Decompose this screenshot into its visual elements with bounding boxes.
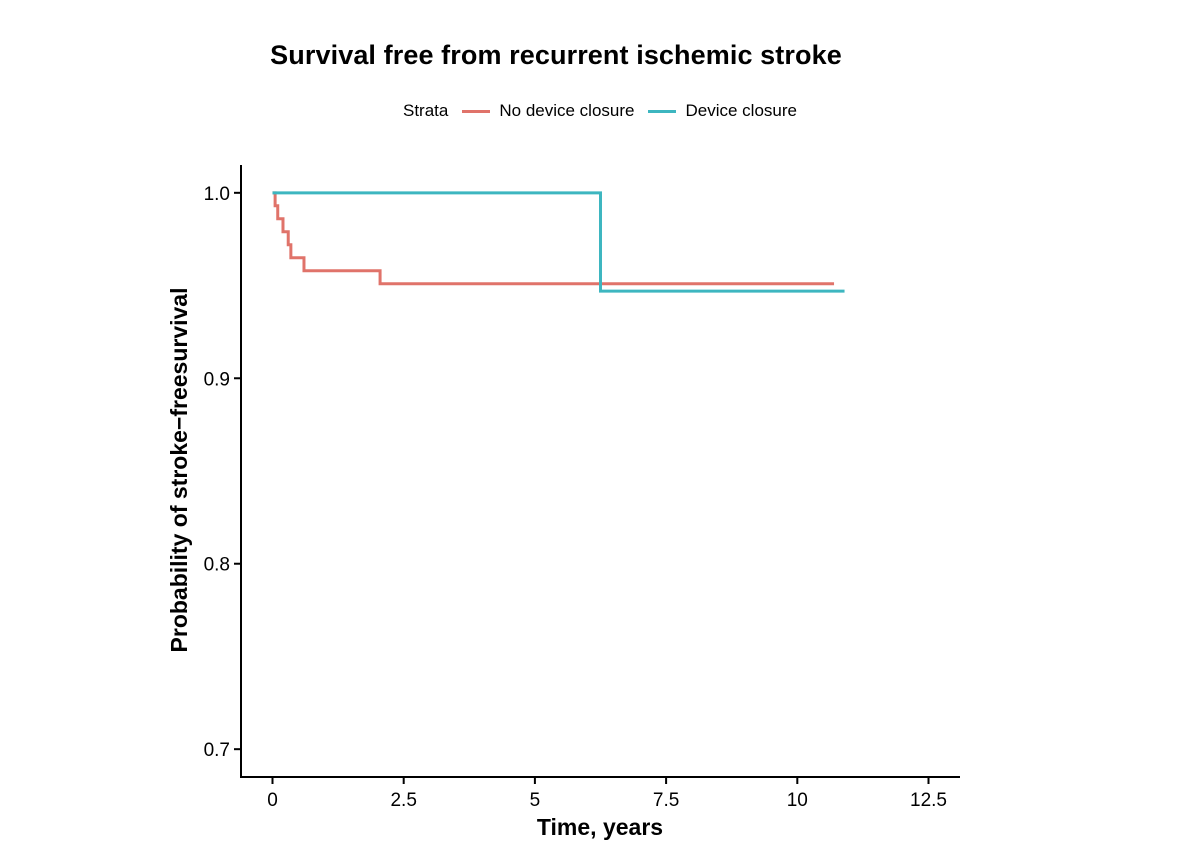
x-axis-label: Time, years xyxy=(537,814,663,840)
legend-item-no-device-closure: No device closure xyxy=(462,101,634,121)
y-tick-label: 0.7 xyxy=(204,740,230,761)
legend-title: Strata xyxy=(403,101,449,120)
y-tick-label: 1.0 xyxy=(204,184,230,205)
series-layer xyxy=(272,191,845,293)
x-tick-label: 7.5 xyxy=(653,790,679,811)
x-tick-label: 5 xyxy=(530,790,541,811)
y-tick-label: 0.8 xyxy=(204,555,230,576)
series-line-no-device-closure xyxy=(272,191,835,286)
y-axis-label: Probability of stroke−freesurvival xyxy=(166,288,192,653)
x-tick-label: 0 xyxy=(267,790,278,811)
legend-item-device-closure: Device closure xyxy=(648,101,797,121)
legend-swatch-device-closure xyxy=(648,109,677,113)
x-tick-label: 12.5 xyxy=(910,790,947,811)
legend-swatch-no-device-closure xyxy=(462,109,491,113)
legend-label-no-device-closure: No device closure xyxy=(499,101,635,120)
x-tick-label: 2.5 xyxy=(390,790,416,811)
legend: Strata No device closure Device closure xyxy=(0,101,1179,121)
chart-title: Survival free from recurrent ischemic st… xyxy=(270,40,842,70)
y-tick-label: 0.9 xyxy=(204,369,230,390)
series-line-device-closure xyxy=(272,191,845,293)
legend-label-device-closure: Device closure xyxy=(685,101,797,120)
x-tick-label: 10 xyxy=(787,790,808,811)
axes: 0 2.5 5 7.5 10 12.5 0.7 0.8 0.9 1.0 xyxy=(204,165,960,811)
